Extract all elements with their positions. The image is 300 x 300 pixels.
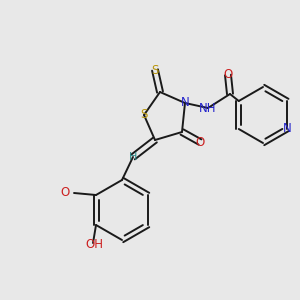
Text: O: O (195, 136, 205, 148)
Text: O: O (224, 68, 232, 82)
Text: NH: NH (199, 101, 217, 115)
Text: N: N (181, 97, 189, 110)
Text: S: S (151, 64, 159, 76)
Text: O: O (61, 187, 70, 200)
Text: OH: OH (85, 238, 103, 251)
Text: N: N (283, 122, 292, 136)
Text: H: H (129, 152, 137, 162)
Text: S: S (140, 109, 148, 122)
